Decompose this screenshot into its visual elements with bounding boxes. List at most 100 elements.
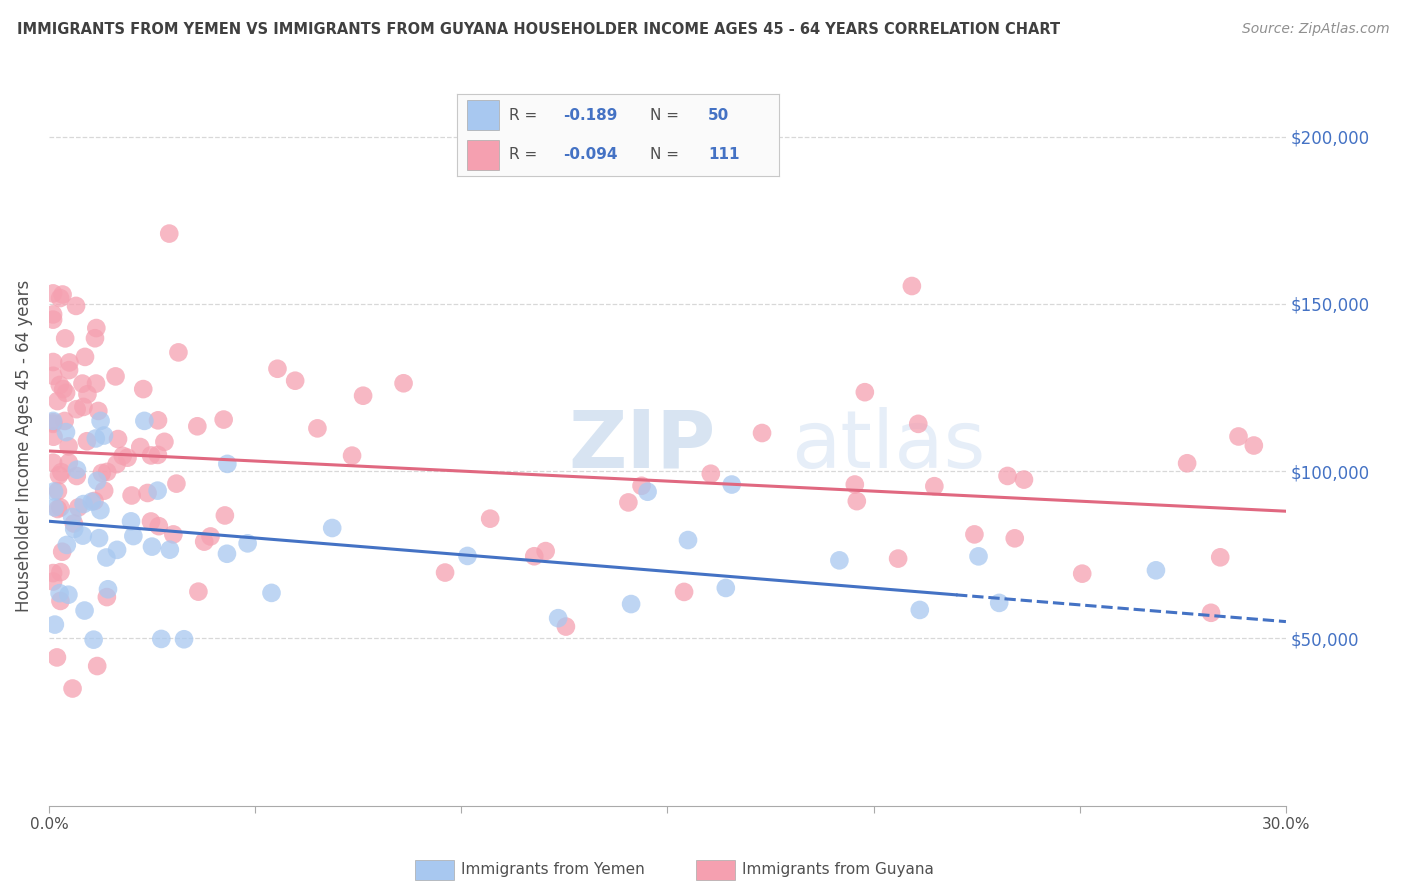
Point <box>66 469 89 483</box>
Point <box>828 553 851 567</box>
Point <box>58 355 80 369</box>
Point <box>132 382 155 396</box>
Point <box>49 594 72 608</box>
Point <box>58 363 80 377</box>
Point <box>1243 438 1265 452</box>
Point <box>105 457 128 471</box>
Point <box>67 500 90 515</box>
Point <box>53 331 76 345</box>
Point <box>44 500 66 515</box>
Point <box>1227 429 1250 443</box>
Point <box>845 494 868 508</box>
Point <box>55 425 77 439</box>
Point <box>111 449 134 463</box>
Point <box>42 415 65 429</box>
Point <box>93 483 115 498</box>
Point <box>555 619 578 633</box>
Point <box>284 374 307 388</box>
Point <box>122 529 145 543</box>
Point <box>148 519 170 533</box>
Point <box>42 456 65 470</box>
Point <box>523 549 546 564</box>
Point <box>186 419 208 434</box>
Point <box>48 468 70 483</box>
Point <box>65 299 87 313</box>
Point <box>66 402 89 417</box>
Point <box>146 448 169 462</box>
Point <box>700 467 723 481</box>
Point <box>46 394 69 409</box>
Point <box>215 547 238 561</box>
Point <box>86 659 108 673</box>
Point <box>42 307 65 321</box>
Point <box>153 434 176 449</box>
Point <box>908 603 931 617</box>
Point <box>49 500 72 515</box>
Point <box>1071 566 1094 581</box>
Point <box>87 531 110 545</box>
Point <box>159 542 181 557</box>
Point <box>714 581 737 595</box>
Point <box>63 516 86 531</box>
Point <box>42 430 65 444</box>
Point <box>42 312 65 326</box>
Point <box>90 414 112 428</box>
Point <box>212 412 235 426</box>
Point <box>62 681 84 696</box>
Point <box>42 417 65 431</box>
Point <box>55 385 77 400</box>
Point <box>165 476 187 491</box>
Point <box>236 536 259 550</box>
Point <box>84 331 107 345</box>
Point <box>72 497 94 511</box>
Point <box>86 474 108 488</box>
Point <box>72 400 94 414</box>
Point <box>42 368 65 383</box>
Point <box>150 632 173 646</box>
Text: atlas: atlas <box>792 407 986 485</box>
Point <box>630 479 652 493</box>
Point <box>340 449 363 463</box>
Point <box>86 321 108 335</box>
Point <box>887 551 910 566</box>
Point <box>51 465 73 479</box>
Point <box>96 465 118 479</box>
Point <box>97 582 120 597</box>
Point <box>53 414 76 428</box>
Point <box>121 488 143 502</box>
Point <box>49 565 72 579</box>
Point <box>167 345 190 359</box>
Point <box>193 534 215 549</box>
Point <box>44 617 66 632</box>
Point <box>157 227 180 241</box>
Point <box>63 522 86 536</box>
Point <box>117 450 139 465</box>
Point <box>136 486 159 500</box>
Text: Immigrants from Guyana: Immigrants from Guyana <box>742 863 934 877</box>
Point <box>1144 563 1167 577</box>
Point <box>80 494 103 508</box>
Point <box>58 439 80 453</box>
Text: ZIP: ZIP <box>568 407 716 485</box>
Point <box>76 434 98 449</box>
Point <box>96 550 118 565</box>
Text: Source: ZipAtlas.com: Source: ZipAtlas.com <box>1241 22 1389 37</box>
Point <box>173 632 195 647</box>
Point <box>76 387 98 401</box>
Point <box>534 544 557 558</box>
Point <box>434 566 457 580</box>
Text: Immigrants from Yemen: Immigrants from Yemen <box>461 863 645 877</box>
Point <box>617 495 640 509</box>
Point <box>139 515 162 529</box>
Point <box>46 484 69 499</box>
Point <box>46 502 69 516</box>
Point <box>129 440 152 454</box>
Point <box>1004 531 1026 545</box>
Point <box>72 528 94 542</box>
Point <box>42 355 65 369</box>
Point <box>844 477 866 491</box>
Point <box>52 382 75 396</box>
Point <box>321 521 343 535</box>
Point <box>901 279 924 293</box>
Point <box>751 425 773 440</box>
